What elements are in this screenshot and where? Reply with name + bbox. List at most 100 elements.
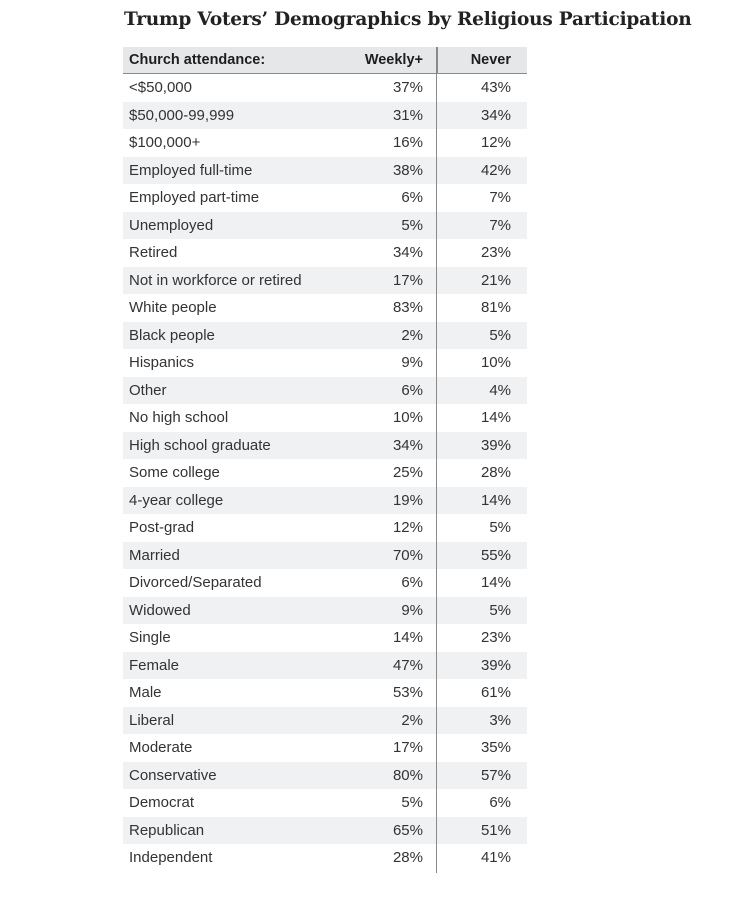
row-label: Female: [129, 656, 180, 674]
never-value: 6%: [489, 794, 511, 812]
never-value: 5%: [489, 326, 511, 344]
never-value: 4%: [489, 381, 511, 399]
never-value: 23%: [480, 244, 511, 262]
table-row: Female 47% 39%: [123, 651, 527, 679]
row-label: Divorced/Separated: [129, 574, 262, 592]
row-label: Employed full-time: [129, 161, 253, 179]
weekly-value: 38%: [392, 161, 423, 179]
never-value: 61%: [480, 684, 511, 702]
row-label: Unemployed: [129, 216, 214, 234]
table-row: Post-grad 12% 5%: [123, 514, 527, 542]
weekly-value: 2%: [401, 326, 423, 344]
table-row: Republican 65% 51%: [123, 816, 527, 844]
row-label: 4-year college: [129, 491, 224, 509]
table-row: Employed full-time 38% 42%: [123, 156, 527, 184]
row-label: White people: [129, 299, 217, 317]
table-row: Hispanics 9% 10%: [123, 349, 527, 377]
weekly-value: 16%: [392, 134, 423, 152]
never-value: 21%: [480, 271, 511, 289]
table-row: Unemployed 5% 7%: [123, 211, 527, 239]
weekly-value: 6%: [401, 574, 423, 592]
row-label: Some college: [129, 464, 220, 482]
row-label: Post-grad: [129, 519, 195, 537]
never-value: 7%: [489, 189, 511, 207]
never-value: 35%: [480, 739, 511, 757]
row-label: Black people: [129, 326, 215, 344]
never-value: 51%: [480, 821, 511, 839]
table-row: Single 14% 23%: [123, 624, 527, 652]
table-row: $100,000+ 16% 12%: [123, 129, 527, 157]
table-row: Moderate 17% 35%: [123, 734, 527, 762]
weekly-value: 6%: [401, 381, 423, 399]
table-row: Employed part-time 6% 7%: [123, 184, 527, 212]
weekly-value: 9%: [401, 601, 423, 619]
column-divider: [436, 47, 437, 873]
weekly-value: 80%: [392, 766, 423, 784]
never-value: 81%: [480, 299, 511, 317]
never-value: 41%: [480, 849, 511, 867]
never-value: 10%: [480, 354, 511, 372]
weekly-value: 34%: [392, 244, 423, 262]
table-row: Male 53% 61%: [123, 679, 527, 707]
row-label: Republican: [129, 821, 205, 839]
table-row: Conservative 80% 57%: [123, 761, 527, 789]
weekly-value: 5%: [401, 794, 423, 812]
weekly-value: 17%: [392, 739, 423, 757]
weekly-value: 31%: [392, 106, 423, 124]
weekly-value: 37%: [392, 79, 423, 97]
table-row: 4-year college 19% 14%: [123, 486, 527, 514]
weekly-value: 14%: [392, 629, 423, 647]
header-never: Never: [437, 47, 527, 73]
row-label: Moderate: [129, 739, 193, 757]
row-label: Democrat: [129, 794, 195, 812]
row-label: Widowed: [129, 601, 191, 619]
never-value: 14%: [480, 409, 511, 427]
table-row: Independent 28% 41%: [123, 844, 527, 872]
weekly-value: 65%: [392, 821, 423, 839]
never-value: 7%: [489, 216, 511, 234]
row-label: Single: [129, 629, 171, 647]
never-value: 12%: [480, 134, 511, 152]
chart-title: Trump Voters’ Demographics by Religious …: [124, 9, 692, 30]
weekly-value: 47%: [392, 656, 423, 674]
row-label: $50,000-99,999: [129, 106, 235, 124]
row-label: Conservative: [129, 766, 217, 784]
weekly-value: 6%: [401, 189, 423, 207]
weekly-value: 83%: [392, 299, 423, 317]
weekly-value: 5%: [401, 216, 423, 234]
header-church-attendance: Church attendance:: [129, 52, 266, 68]
table-row: High school graduate 34% 39%: [123, 431, 527, 459]
never-value: 3%: [489, 711, 511, 729]
table-row: Some college 25% 28%: [123, 459, 527, 487]
demographics-table: Church attendance: Weekly+ Never <$50,00…: [123, 47, 527, 873]
table-row: Democrat 5% 6%: [123, 789, 527, 817]
weekly-value: 2%: [401, 711, 423, 729]
weekly-value: 12%: [392, 519, 423, 537]
header-never-label: Never: [470, 52, 511, 68]
table-row: Liberal 2% 3%: [123, 706, 527, 734]
table-row: $50,000-99,999 31% 34%: [123, 101, 527, 129]
weekly-value: 19%: [392, 491, 423, 509]
table-row: No high school 10% 14%: [123, 404, 527, 432]
table-row: Divorced/Separated 6% 14%: [123, 569, 527, 597]
row-label: Male: [129, 684, 162, 702]
never-value: 34%: [480, 106, 511, 124]
never-value: 55%: [480, 546, 511, 564]
table-row: White people 83% 81%: [123, 294, 527, 322]
never-value: 5%: [489, 519, 511, 537]
table-row: Retired 34% 23%: [123, 239, 527, 267]
row-label: $100,000+: [129, 134, 201, 152]
never-value: 5%: [489, 601, 511, 619]
weekly-value: 17%: [392, 271, 423, 289]
weekly-value: 28%: [392, 849, 423, 867]
never-value: 14%: [480, 491, 511, 509]
row-label: High school graduate: [129, 436, 271, 454]
never-value: 42%: [480, 161, 511, 179]
table-row: <$50,000 37% 43%: [123, 74, 527, 102]
row-label: No high school: [129, 409, 229, 427]
never-value: 23%: [480, 629, 511, 647]
table-body: <$50,000 37% 43% $50,000-99,999 31% 34% $100,0…: [123, 74, 527, 872]
never-value: 14%: [480, 574, 511, 592]
row-label: Retired: [129, 244, 178, 262]
table-row: Married 70% 55%: [123, 541, 527, 569]
